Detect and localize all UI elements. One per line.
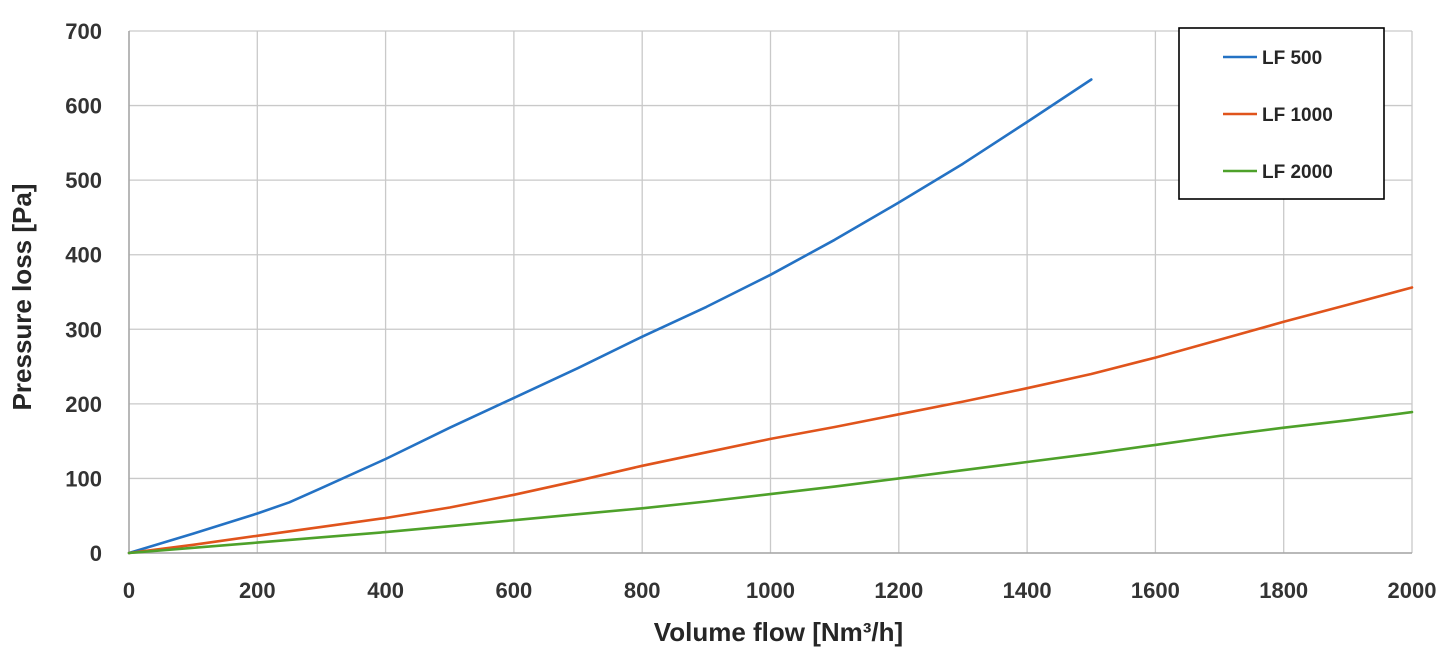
series-lines [127, 78, 1414, 555]
x-tick-label: 800 [624, 578, 661, 603]
x-axis-tick-labels: 0 200 400 600 800 1000 1200 1400 1600 1800 2000 [123, 578, 1437, 603]
x-tick-label: 0 [123, 578, 135, 603]
y-tick-label: 400 [65, 243, 102, 268]
x-tick-label: 600 [496, 578, 533, 603]
legend: LF 500 LF 1000 LF 2000 [1178, 27, 1385, 200]
y-tick-label: 300 [65, 317, 102, 342]
legend-label: LF 2000 [1262, 162, 1333, 183]
x-axis-title: Volume flow [Nm³/h] [654, 617, 903, 647]
x-tick-label: 1400 [1003, 578, 1052, 603]
y-tick-label: 100 [65, 466, 102, 491]
series-line-lf-500 [127, 78, 1093, 555]
series-line-lf-1000 [127, 286, 1414, 555]
y-tick-label: 0 [90, 541, 102, 566]
axes [128, 31, 1412, 554]
legend-label: LF 500 [1262, 48, 1322, 69]
x-tick-label: 1800 [1259, 578, 1308, 603]
y-tick-label: 200 [65, 392, 102, 417]
x-tick-label: 1600 [1131, 578, 1180, 603]
series-line-lf-2000 [127, 410, 1414, 555]
x-tick-label: 2000 [1388, 578, 1437, 603]
legend-label: LF 1000 [1262, 105, 1333, 126]
y-axis-tick-labels: 0 100 200 300 400 500 600 700 [65, 19, 102, 566]
y-tick-label: 600 [65, 94, 102, 119]
x-tick-label: 400 [367, 578, 404, 603]
x-tick-label: 200 [239, 578, 276, 603]
y-tick-label: 500 [65, 168, 102, 193]
x-tick-label: 1200 [874, 578, 923, 603]
y-axis-title: Pressure loss [Pa] [7, 184, 37, 411]
x-tick-label: 1000 [746, 578, 795, 603]
y-tick-label: 700 [65, 19, 102, 44]
legend-box [1178, 27, 1385, 200]
